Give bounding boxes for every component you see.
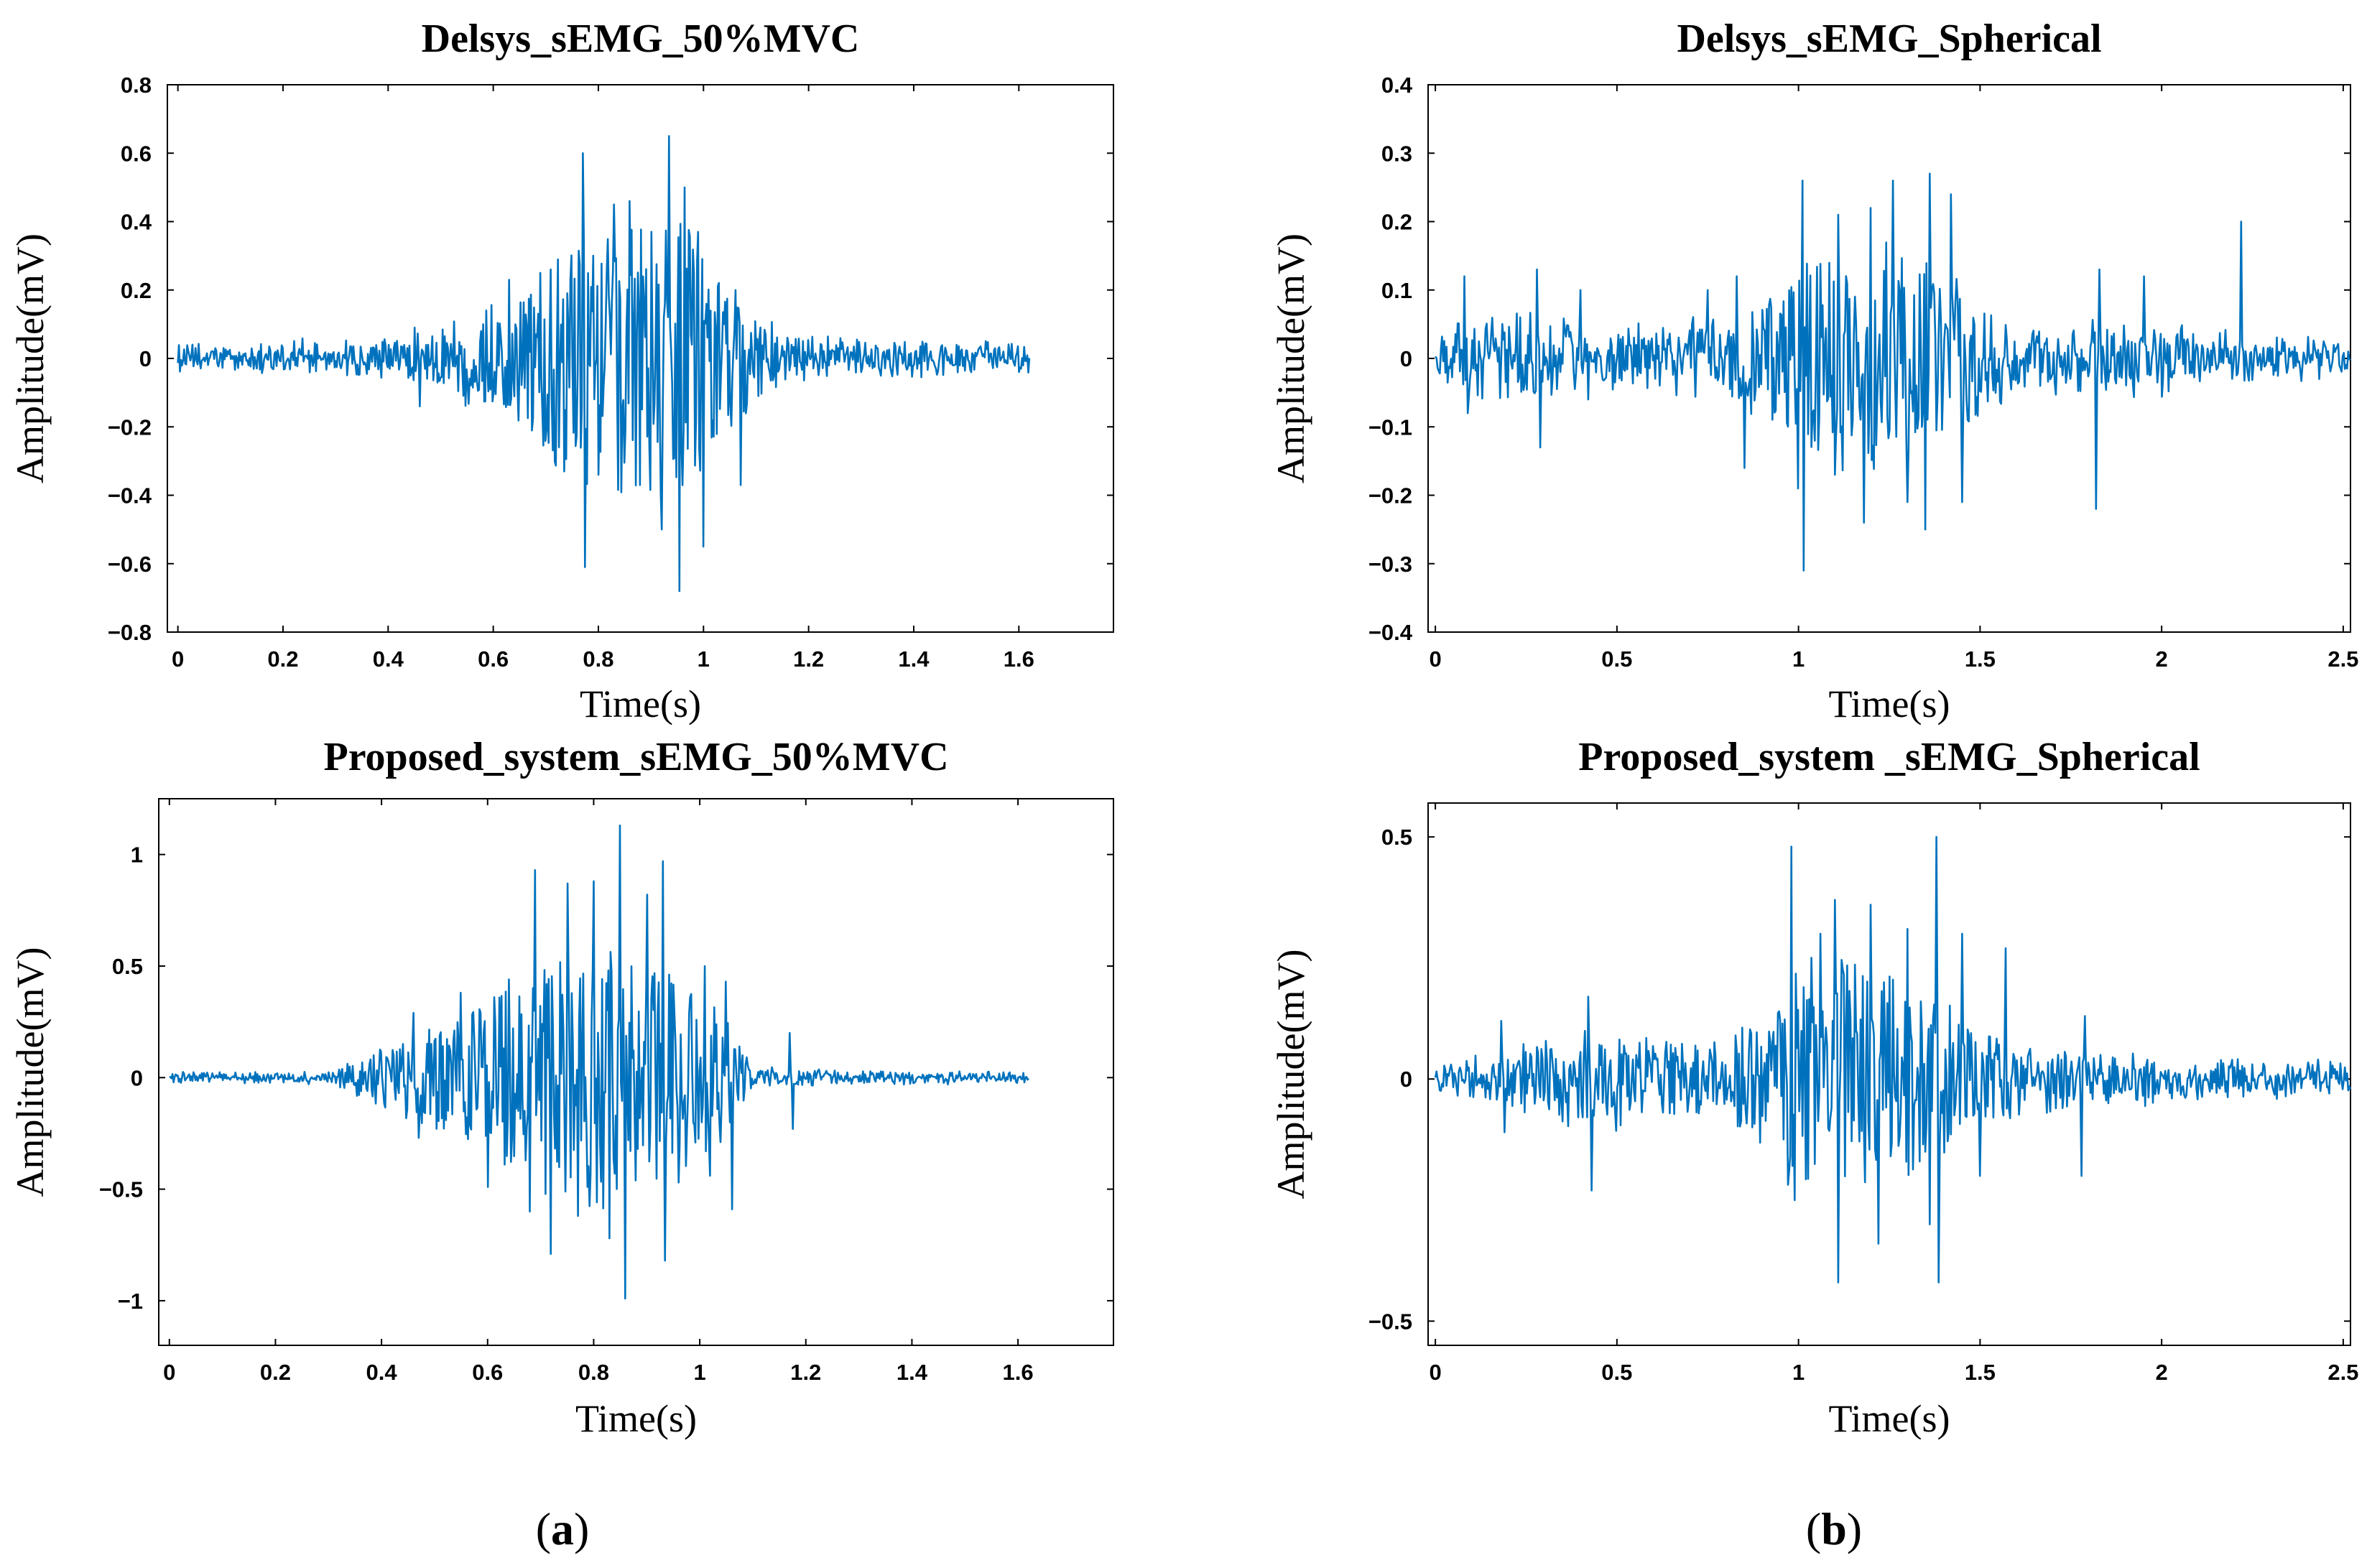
x-tick-label: 1.6 bbox=[1004, 646, 1034, 672]
x-tick-label: 0.6 bbox=[478, 646, 509, 672]
x-tick-label: 0.4 bbox=[366, 1360, 398, 1385]
x-tick-label: 2.5 bbox=[2327, 1360, 2358, 1385]
chart-title: Delsys_sEMG_50%MVC bbox=[422, 17, 860, 61]
x-tick-label: 0.6 bbox=[472, 1360, 503, 1385]
y-tick-label: −0.5 bbox=[99, 1177, 143, 1202]
x-tick-label: 0.2 bbox=[267, 646, 298, 672]
x-tick-label: 1 bbox=[1792, 1360, 1805, 1385]
signal-line bbox=[1435, 172, 2351, 572]
y-tick-label: 0.4 bbox=[1381, 73, 1413, 98]
chart-title: Proposed_system_sEMG_50%MVC bbox=[323, 735, 948, 779]
x-tick-label: 1.4 bbox=[898, 646, 930, 672]
y-tick-label: −1 bbox=[118, 1289, 143, 1314]
x-tick-label: 0.5 bbox=[1601, 1360, 1632, 1385]
subfigure-label-b: (b) bbox=[1806, 1503, 1862, 1554]
y-tick-label: 0.3 bbox=[1381, 141, 1412, 166]
y-tick-label: 0.1 bbox=[1381, 278, 1412, 303]
x-tick-label: 0.4 bbox=[373, 646, 404, 672]
panel-proposed-spherical: 0 0.5 1 1.5 2 2.5 −0.5 0 0.5 Proposed_system _sE… bbox=[1269, 735, 2358, 1440]
y-tick-label: 1 bbox=[131, 843, 143, 868]
x-axis-label: Time(s) bbox=[575, 1397, 697, 1440]
panel-delsys-spherical: 0 0.5 1 1.5 2 2.5 −0.4 −0.3 −0.2 −0.1 0 0.1 0.2 0.3 0.… bbox=[1269, 17, 2358, 725]
x-tick-label: 1 bbox=[698, 646, 710, 672]
y-tick-label: 0.2 bbox=[121, 278, 152, 303]
x-tick-label: 0.8 bbox=[578, 1360, 609, 1385]
x-tick-label: 0 bbox=[163, 1360, 175, 1385]
x-tick-label: 0.8 bbox=[583, 646, 613, 672]
plot-frame bbox=[158, 798, 1114, 1346]
x-tick-label: 1.4 bbox=[897, 1360, 928, 1385]
x-tick-label: 1.2 bbox=[793, 646, 824, 672]
chart-title: Delsys_sEMG_Spherical bbox=[1677, 17, 2101, 61]
ticks: 0 0.5 1 1.5 2 2.5 −0.5 0 0.5 bbox=[1368, 803, 2358, 1385]
plot-frame bbox=[1427, 802, 2351, 1346]
y-tick-label: 0.4 bbox=[121, 210, 152, 235]
x-axis-label: Time(s) bbox=[580, 682, 701, 725]
y-tick-label: 0.2 bbox=[1381, 210, 1412, 235]
x-tick-label: 0.5 bbox=[1601, 646, 1632, 672]
y-tick-label: 0 bbox=[1400, 346, 1412, 371]
x-tick-label: 1.5 bbox=[1965, 646, 1996, 672]
x-tick-label: 1 bbox=[1792, 646, 1805, 672]
x-tick-label: 0 bbox=[1429, 1360, 1441, 1385]
ticks: 0 0.5 1 1.5 2 2.5 −0.4 −0.3 −0.2 −0.1 0 0.1 0.2 0.3 0.… bbox=[1368, 73, 2359, 672]
y-tick-label: 0 bbox=[139, 346, 152, 371]
x-axis-label: Time(s) bbox=[1828, 682, 1950, 725]
ticks: 0 0.2 0.4 0.6 0.8 1 1.2 1.4 1.6 −1 −0.5 0 0.5 1 bbox=[99, 799, 1113, 1385]
x-tick-label: 2.5 bbox=[2327, 646, 2358, 672]
y-axis-label: Amplitude(mV) bbox=[1269, 233, 1312, 483]
y-tick-label: −0.4 bbox=[108, 483, 152, 509]
x-tick-label: 2 bbox=[2156, 646, 2168, 672]
signal-line bbox=[1434, 835, 2352, 1284]
x-tick-label: 0 bbox=[1429, 646, 1441, 672]
signal-line bbox=[169, 825, 1029, 1300]
chart-title: Proposed_system _sEMG_Spherical bbox=[1578, 735, 2200, 779]
y-tick-label: −0.6 bbox=[108, 552, 152, 577]
x-tick-label: 2 bbox=[2156, 1360, 2168, 1385]
y-tick-label: 0.8 bbox=[121, 73, 152, 98]
y-tick-label: 0.5 bbox=[112, 954, 143, 979]
y-tick-label: 0.6 bbox=[121, 141, 152, 166]
y-tick-label: 0 bbox=[131, 1065, 143, 1090]
x-tick-label: 1 bbox=[693, 1360, 705, 1385]
x-tick-label: 1.6 bbox=[1003, 1360, 1034, 1385]
x-tick-label: 0.2 bbox=[260, 1360, 291, 1385]
y-tick-label: −0.5 bbox=[1368, 1309, 1412, 1334]
subfigure-label-a: (a) bbox=[536, 1503, 590, 1554]
y-tick-label: −0.1 bbox=[1368, 414, 1412, 440]
x-tick-label: 0 bbox=[172, 646, 184, 672]
y-axis-label: Amplitude(mV) bbox=[1269, 950, 1312, 1200]
panel-delsys-mvc: 0 0.2 0.4 0.6 0.8 1 1.2 1.4 1.6 −0.8 −0.6 −0.4 −0.2 0… bbox=[9, 17, 1114, 725]
y-tick-label: 0 bbox=[1400, 1067, 1412, 1092]
y-tick-label: −0.8 bbox=[108, 620, 152, 645]
x-tick-label: 1.2 bbox=[790, 1360, 821, 1385]
ticks: 0 0.2 0.4 0.6 0.8 1 1.2 1.4 1.6 −0.8 −0.6 −0.4 −0.2 0… bbox=[108, 73, 1113, 672]
x-axis-label: Time(s) bbox=[1828, 1397, 1950, 1440]
panel-proposed-mvc: 0 0.2 0.4 0.6 0.8 1 1.2 1.4 1.6 −1 −0.5 0 0.5 1 Propo… bbox=[9, 735, 1114, 1440]
y-tick-label: −0.2 bbox=[1368, 483, 1412, 509]
y-tick-label: −0.2 bbox=[108, 414, 152, 440]
y-axis-label: Amplitude(mV) bbox=[9, 947, 52, 1197]
y-tick-label: −0.3 bbox=[1368, 552, 1412, 577]
signal-line bbox=[177, 135, 1031, 593]
y-tick-label: 0.5 bbox=[1381, 825, 1412, 850]
y-tick-label: −0.4 bbox=[1368, 620, 1413, 645]
y-axis-label: Amplitude(mV) bbox=[9, 233, 52, 483]
x-tick-label: 1.5 bbox=[1965, 1360, 1996, 1385]
